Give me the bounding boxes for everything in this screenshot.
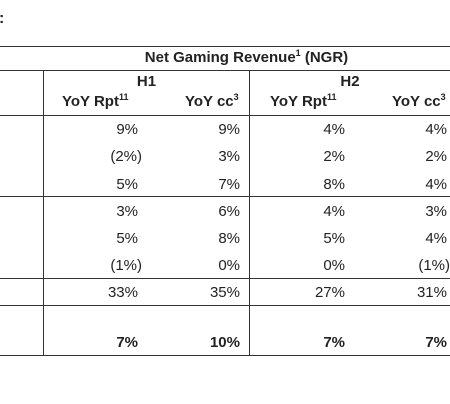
- rule-header-bottom: [0, 115, 450, 116]
- cell-r2-h1-cc: 7%: [218, 176, 240, 193]
- col-header-h1-rpt-sup: 11: [118, 92, 129, 102]
- cell-r2-h2-cc: 4%: [425, 176, 447, 193]
- table-title-suffix: (NGR): [300, 49, 349, 66]
- cell-r4-h2-cc: 4%: [425, 230, 447, 247]
- cell-r2-h1-rpt: 5%: [116, 176, 138, 193]
- cell-r3-h2-rpt: 4%: [323, 203, 345, 220]
- table-title-footnote: 1: [295, 48, 301, 58]
- cell-r1-h1-cc: 3%: [218, 148, 240, 165]
- cell-r0-h2-cc: 4%: [425, 121, 447, 138]
- cell-r3-h1-rpt: 3%: [116, 203, 138, 220]
- cell-r3-h1-cc: 6%: [218, 203, 240, 220]
- rule-title-bottom: [0, 70, 450, 71]
- cell-r0-h1-rpt: 9%: [116, 121, 138, 138]
- cell-r5-h1-cc: 0%: [218, 257, 240, 274]
- cell-r4-h2-rpt: 5%: [323, 230, 345, 247]
- rule-top: [0, 46, 450, 47]
- col-header-h2-rpt: YoY Rpt11: [270, 93, 336, 111]
- cell-r5-h1-rpt: (1%): [110, 257, 142, 274]
- col-header-h1-rpt: YoY Rpt11: [62, 93, 128, 111]
- cell-r6-h1-rpt: 33%: [107, 284, 138, 301]
- cell-r6-h2-cc: 31%: [416, 284, 447, 301]
- cell-r4-h1-cc: 8%: [218, 230, 240, 247]
- rule-group2-bottom: [0, 278, 450, 279]
- col-header-h1-cc-text: YoY cc: [185, 93, 234, 110]
- rule-left-column: [43, 70, 44, 356]
- col-header-h2-rpt-text: YoY Rpt: [270, 93, 327, 110]
- cell-r1-h2-rpt: 2%: [323, 148, 345, 165]
- cell-r4-h1-rpt: 5%: [116, 230, 138, 247]
- cell-r7-h1-cc: 10%: [209, 334, 240, 351]
- header-h1: H1: [136, 73, 157, 90]
- table-title: Net Gaming Revenue1 (NGR): [43, 49, 450, 67]
- stray-colon: :: [0, 10, 4, 28]
- col-header-h2-cc-text: YoY cc: [392, 93, 441, 110]
- cell-r2-h2-rpt: 8%: [323, 176, 345, 193]
- rule-half-divider: [249, 70, 250, 356]
- rule-subtotal-bottom: [0, 305, 450, 306]
- cell-r0-h2-rpt: 4%: [323, 121, 345, 138]
- cell-r5-h2-rpt: 0%: [323, 257, 345, 274]
- cell-r3-h2-cc: 3%: [425, 203, 447, 220]
- rule-group1-bottom: [0, 196, 450, 197]
- table-title-text: Net Gaming Revenue: [144, 49, 296, 66]
- col-header-h1-cc-sup: 3: [233, 92, 239, 102]
- cell-r1-h1-rpt: (2%): [110, 148, 142, 165]
- col-header-h1-cc: YoY cc3: [185, 93, 239, 111]
- cell-r0-h1-cc: 9%: [218, 121, 240, 138]
- col-header-h1-rpt-text: YoY Rpt: [62, 93, 119, 110]
- cell-r7-h1-rpt: 7%: [116, 334, 138, 351]
- rule-bottom: [0, 355, 450, 356]
- col-header-h2-rpt-sup: 11: [326, 92, 337, 102]
- cell-r6-h1-cc: 35%: [209, 284, 240, 301]
- cell-r7-h2-cc: 7%: [425, 334, 447, 351]
- cell-r7-h2-rpt: 7%: [323, 334, 345, 351]
- col-header-h2-cc: YoY cc3: [392, 93, 446, 111]
- header-h2: H2: [340, 73, 360, 90]
- cell-r5-h2-cc: (1%): [418, 257, 450, 274]
- col-header-h2-cc-sup: 3: [440, 92, 446, 102]
- cell-r1-h2-cc: 2%: [425, 148, 447, 165]
- cell-r6-h2-rpt: 27%: [314, 284, 345, 301]
